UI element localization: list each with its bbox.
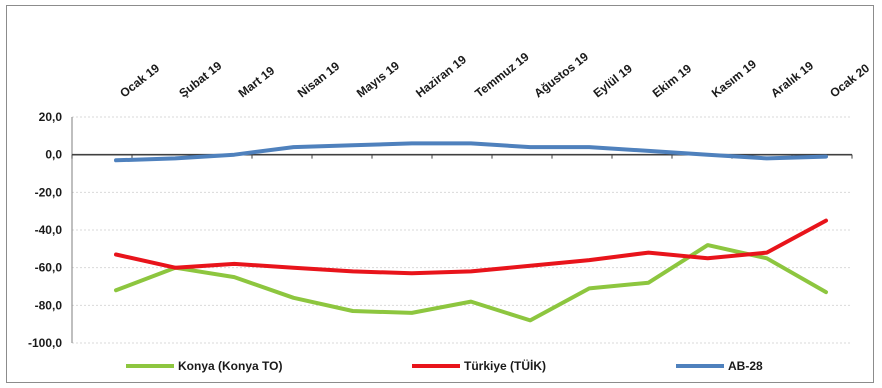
series-line-ab-28 bbox=[114, 141, 828, 163]
x-tick-label: Temmuz 19 bbox=[472, 49, 532, 100]
x-tick-label: Ocak 20 bbox=[827, 61, 872, 101]
chart-frame bbox=[6, 5, 874, 383]
y-tick-label: 0,0 bbox=[45, 148, 62, 162]
x-tick-label: Haziran 19 bbox=[413, 52, 469, 100]
x-tick-label: Ağustos 19 bbox=[531, 49, 591, 100]
series-line-konya-konya-to bbox=[114, 243, 828, 323]
y-tick-label: -60,0 bbox=[35, 261, 63, 275]
x-tick-label: Şubat 19 bbox=[176, 58, 224, 100]
x-tick-label: Ocak 19 bbox=[117, 61, 162, 101]
series-line-t-rkiye-t-i-k bbox=[114, 218, 828, 276]
y-tick-label: 20,0 bbox=[39, 110, 63, 124]
x-tick-label: Eylül 19 bbox=[591, 61, 636, 100]
legend-label-konya-konya-to: Konya (Konya TO) bbox=[178, 359, 282, 373]
y-tick-label: -80,0 bbox=[35, 298, 63, 312]
y-tick-label: -100,0 bbox=[28, 336, 62, 350]
x-tick-label: Nisan 19 bbox=[295, 59, 343, 101]
y-tick-label: -20,0 bbox=[35, 185, 63, 199]
x-tick-label: Kasım 19 bbox=[709, 57, 759, 101]
x-tick-label: Aralık 19 bbox=[768, 58, 816, 100]
x-tick-label: Ekim 19 bbox=[650, 61, 695, 100]
x-tick-label: Mart 19 bbox=[236, 63, 278, 100]
x-tick-label: Mayıs 19 bbox=[354, 58, 402, 100]
y-tick-label: -40,0 bbox=[35, 223, 63, 237]
legend-label-ab-28: AB-28 bbox=[728, 359, 763, 373]
legend-label-t-rkiye-t-i-k: Türkiye (TÜİK) bbox=[464, 358, 546, 373]
